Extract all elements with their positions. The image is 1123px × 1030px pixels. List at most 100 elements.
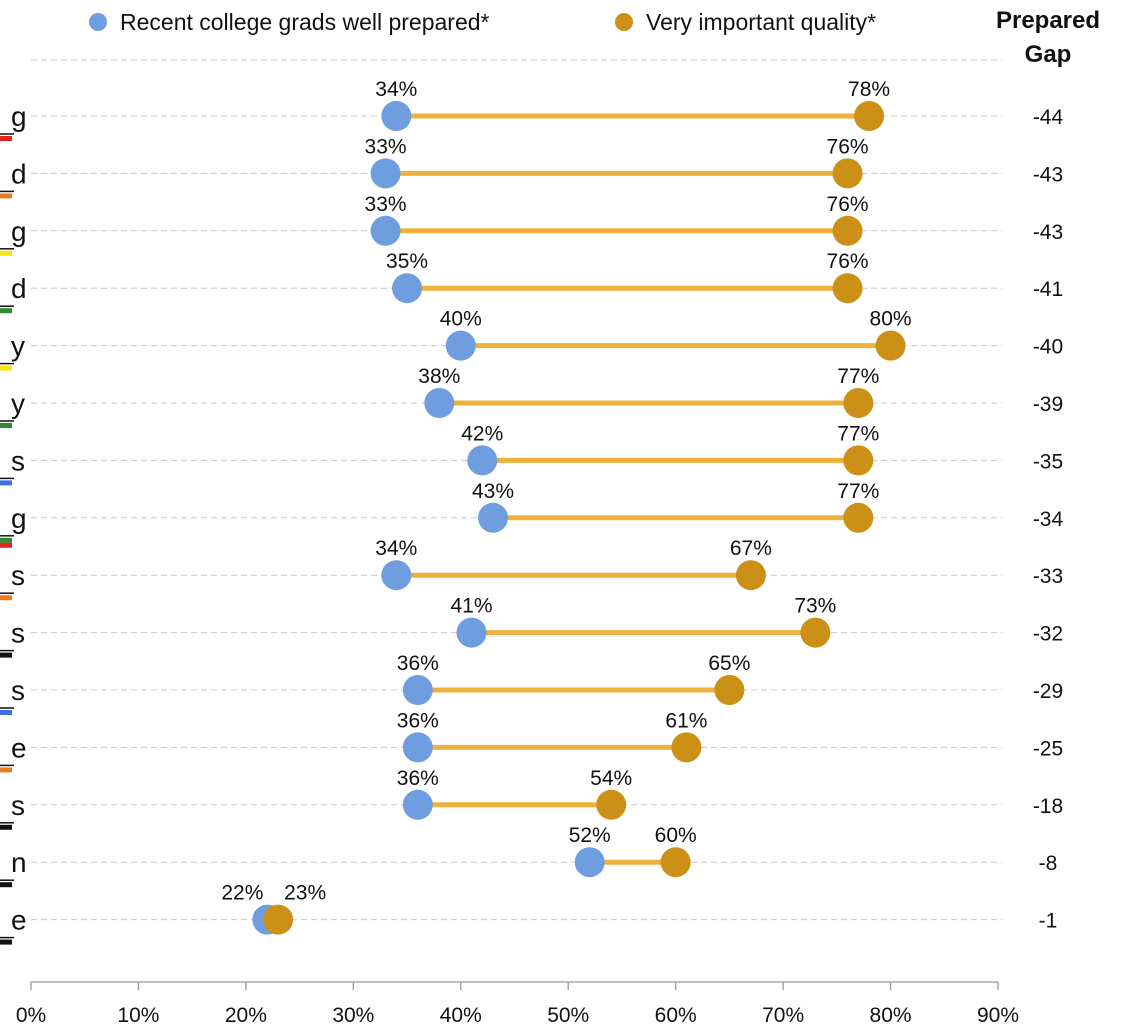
legend-label-important: Very important quality* <box>646 9 876 35</box>
prepared-value-label: 42% <box>461 422 503 445</box>
prepared-value-label: 40% <box>440 308 482 331</box>
important-value-label: 77% <box>837 422 879 445</box>
prepared-value-label: 33% <box>365 135 407 158</box>
gap-value: -35 <box>1033 450 1063 473</box>
x-tick-label: 70% <box>762 1004 804 1027</box>
important-value-label: 78% <box>848 78 890 101</box>
prepared-point <box>381 101 412 131</box>
important-point <box>843 445 874 476</box>
x-tick-label: 10% <box>117 1004 159 1027</box>
gap-header-line2: Gap <box>1025 41 1072 68</box>
category-marker <box>0 136 12 141</box>
x-tick-label: 0% <box>16 1004 46 1027</box>
prepared-value-label: 22% <box>221 882 263 905</box>
important-point <box>875 330 906 361</box>
category-fragment: d <box>11 158 27 189</box>
gap-value: -25 <box>1033 737 1063 760</box>
x-tick-label: 60% <box>655 1004 697 1027</box>
important-point <box>800 617 831 648</box>
prepared-point <box>424 388 455 418</box>
x-axis-ticks: 0% 10% 20% 30% 40% 50% 60% 70% 80% 90% <box>16 982 1019 1027</box>
category-fragment: e <box>11 732 27 763</box>
category-marker <box>0 423 12 428</box>
prepared-point <box>370 158 401 189</box>
prepared-point <box>402 732 433 763</box>
prepared-point <box>402 789 433 820</box>
gap-value: -43 <box>1033 163 1063 186</box>
important-value-label: 76% <box>827 193 869 216</box>
category-marker <box>0 480 12 486</box>
prepared-point <box>402 675 433 705</box>
prepared-value-label: 43% <box>472 480 514 503</box>
prepared-point <box>574 847 605 878</box>
important-value-label: 67% <box>730 537 772 560</box>
important-value-label: 77% <box>837 480 879 503</box>
category-marker <box>0 542 12 548</box>
x-tick-label: 20% <box>225 1004 267 1027</box>
prepared-value-label: 35% <box>386 250 428 273</box>
gap-values: -44 -43 -43 -41 -40 -39 -35 -34 -33 -32 -29 -25 -18 -… <box>1033 106 1064 933</box>
category-marker <box>0 537 12 543</box>
important-value-label: 77% <box>837 365 879 388</box>
prepared-value-label: 36% <box>397 767 439 790</box>
important-value-label: 60% <box>655 824 697 847</box>
legend: Recent college grads well prepared* Very… <box>89 9 876 35</box>
category-fragment: g <box>11 216 27 247</box>
prepared-point <box>478 502 509 533</box>
important-point <box>832 158 863 189</box>
gap-value: -1 <box>1039 910 1058 933</box>
category-fragment: n <box>11 847 27 878</box>
category-fragment: d <box>11 273 27 304</box>
important-point <box>832 273 863 304</box>
important-point <box>714 675 745 705</box>
prepared-value-label: 36% <box>397 652 439 675</box>
category-fragment: g <box>11 503 27 534</box>
important-point <box>660 847 691 878</box>
gap-value: -8 <box>1039 852 1058 875</box>
important-point <box>735 560 766 591</box>
important-value-label: 23% <box>284 882 326 905</box>
important-point <box>596 789 627 820</box>
x-tick-label: 90% <box>977 1004 1019 1027</box>
gap-value: -40 <box>1033 336 1063 359</box>
important-value-label: 76% <box>827 135 869 158</box>
prepared-value-label: 41% <box>451 595 493 618</box>
prepared-value-label: 34% <box>375 537 417 560</box>
prepared-value-label: 38% <box>418 365 460 388</box>
important-value-label: 73% <box>794 595 836 618</box>
important-point <box>854 101 885 131</box>
category-fragment: s <box>11 560 25 591</box>
important-point <box>263 904 294 935</box>
x-tick-label: 50% <box>547 1004 589 1027</box>
gap-value: -44 <box>1033 106 1064 129</box>
prepared-point <box>467 445 498 476</box>
important-point <box>832 215 863 246</box>
prepared-value-label: 33% <box>365 193 407 216</box>
gap-value: -18 <box>1033 795 1063 818</box>
category-fragment: g <box>11 101 27 132</box>
important-point <box>671 732 702 763</box>
category-fragment: s <box>11 618 25 649</box>
prepared-point <box>456 617 487 648</box>
legend-label-prepared: Recent college grads well prepared* <box>120 9 490 35</box>
category-marker <box>0 710 12 715</box>
gap-value: -39 <box>1033 393 1063 416</box>
category-fragment: y <box>11 388 25 419</box>
category-marker <box>0 939 12 945</box>
gap-value: -29 <box>1033 680 1063 703</box>
category-marker <box>0 365 12 371</box>
legend-marker-prepared <box>89 13 107 31</box>
prepared-value-label: 36% <box>397 709 439 732</box>
prepared-point <box>392 273 423 304</box>
gap-value: -33 <box>1033 565 1063 588</box>
category-fragment: s <box>11 675 25 706</box>
prepared-point <box>370 215 401 246</box>
category-marker <box>0 193 12 199</box>
important-value-label: 54% <box>590 767 632 790</box>
category-fragment: s <box>11 445 25 476</box>
legend-marker-important <box>615 13 633 31</box>
important-value-label: 76% <box>827 250 869 273</box>
prepared-point <box>445 330 476 361</box>
important-point <box>843 502 874 533</box>
